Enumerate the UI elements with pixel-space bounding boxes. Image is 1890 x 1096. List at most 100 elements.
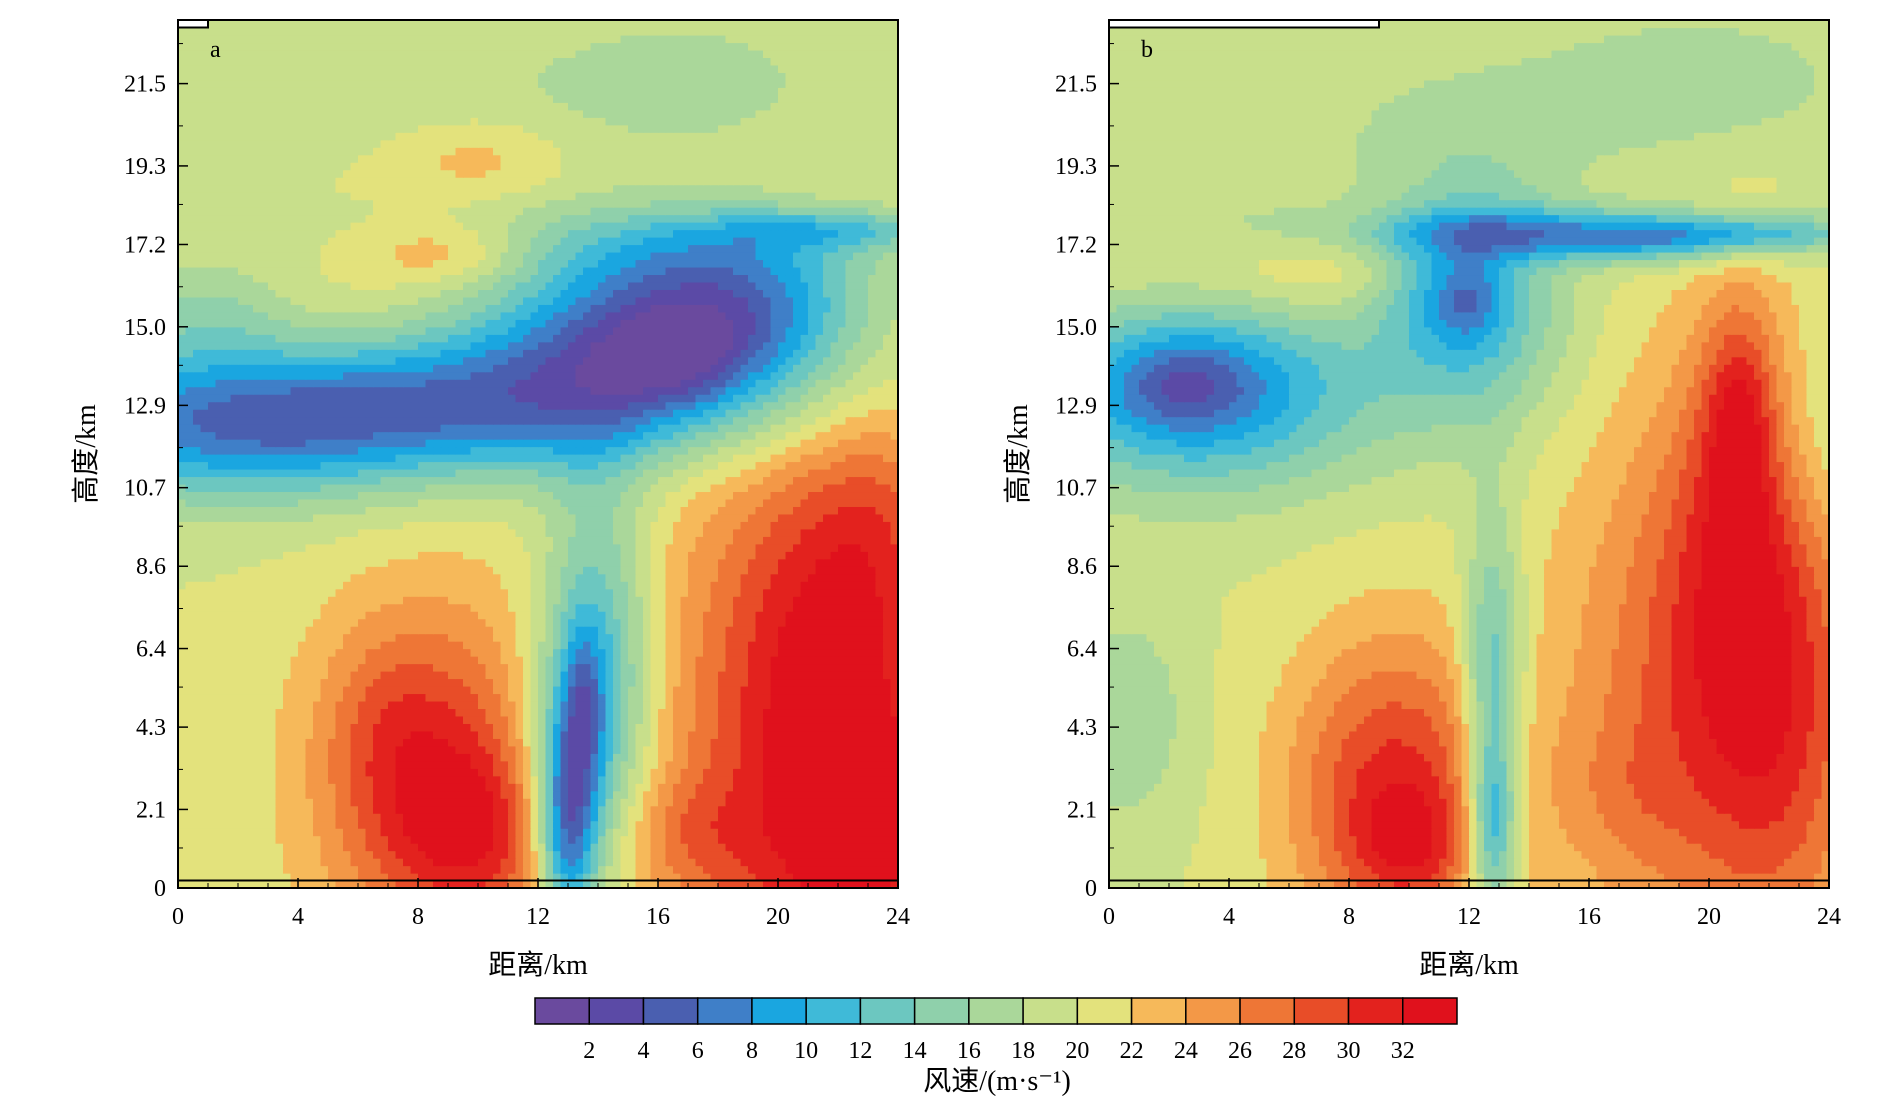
- heatmap-cell: [425, 753, 434, 762]
- heatmap-cell: [290, 581, 299, 590]
- heatmap-cell: [365, 865, 374, 874]
- heatmap-cell: [785, 573, 794, 582]
- heatmap-cell: [388, 678, 397, 687]
- heatmap-cell: [500, 753, 509, 762]
- heatmap-cell: [440, 648, 449, 657]
- heatmap-cell: [823, 611, 832, 620]
- heatmap-cell: [305, 835, 314, 844]
- heatmap-cell: [553, 551, 562, 560]
- heatmap-cell: [793, 700, 802, 710]
- heatmap-cell: [545, 513, 554, 522]
- heatmap-cell: [650, 536, 659, 545]
- heatmap-cell: [245, 543, 254, 552]
- heatmap-cell: [500, 641, 509, 650]
- heatmap-cell: [433, 641, 442, 650]
- heatmap-cell: [298, 715, 307, 724]
- heatmap-cell: [725, 738, 734, 747]
- heatmap-cell: [305, 618, 314, 627]
- heatmap-cell: [568, 498, 577, 507]
- heatmap-cell: [545, 715, 554, 724]
- heatmap-cell: [845, 730, 854, 739]
- heatmap-cell: [665, 805, 674, 814]
- heatmap-cell: [403, 588, 412, 597]
- heatmap-cell: [875, 641, 884, 650]
- heatmap-cell: [538, 663, 547, 672]
- heatmap-cell: [890, 678, 898, 687]
- heatmap-cell: [860, 723, 869, 732]
- heatmap-cell: [208, 745, 217, 754]
- heatmap-cell: [695, 745, 704, 754]
- heatmap-cell: [508, 663, 517, 672]
- heatmap-cell: [433, 790, 442, 799]
- heatmap-cell: [890, 708, 898, 717]
- heatmap-cell: [778, 648, 787, 657]
- heatmap-cell: [860, 626, 869, 635]
- heatmap-cell: [290, 543, 299, 552]
- heatmap-cell: [635, 498, 644, 507]
- heatmap-cell: [335, 775, 344, 784]
- heatmap-cell: [283, 581, 292, 590]
- heatmap-cell: [373, 678, 382, 687]
- heatmap-cell: [245, 850, 254, 859]
- heatmap-cell: [800, 858, 809, 867]
- heatmap-cell: [853, 536, 862, 545]
- heatmap-cell: [725, 528, 734, 537]
- heatmap-cell: [853, 708, 862, 717]
- heatmap-cell: [433, 843, 442, 852]
- heatmap-cell: [515, 730, 524, 739]
- heatmap-cell: [373, 626, 382, 635]
- heatmap-cell: [568, 618, 577, 627]
- heatmap-cell: [778, 715, 787, 724]
- heatmap-cell: [845, 873, 854, 882]
- heatmap-cell: [665, 760, 674, 769]
- heatmap-cell: [643, 566, 652, 575]
- heatmap-cell: [845, 768, 854, 777]
- heatmap-cell: [290, 663, 299, 672]
- heatmap-cell: [673, 723, 682, 732]
- heatmap-cell: [328, 745, 337, 754]
- heatmap-cell: [215, 618, 224, 627]
- heatmap-cell: [650, 685, 659, 695]
- heatmap-cell: [628, 873, 637, 882]
- heatmap-cell: [620, 528, 629, 537]
- heatmap-cell: [830, 603, 839, 612]
- heatmap-cell: [305, 581, 314, 590]
- heatmap-cell: [410, 633, 419, 642]
- heatmap-cell: [590, 671, 599, 680]
- heatmap-cell: [538, 611, 547, 620]
- heatmap-cell: [208, 536, 217, 545]
- heatmap-cell: [815, 521, 824, 530]
- heatmap-cell: [553, 850, 562, 859]
- heatmap-cell: [665, 730, 674, 739]
- heatmap-cell: [590, 641, 599, 650]
- heatmap-cell: [575, 626, 584, 635]
- heatmap-cell: [733, 551, 742, 560]
- heatmap-cell: [358, 768, 367, 777]
- heatmap-cell: [320, 708, 329, 717]
- heatmap-cell: [493, 693, 502, 702]
- heatmap-cell: [433, 730, 442, 739]
- heatmap-cell: [208, 588, 217, 597]
- heatmap-cell: [785, 558, 794, 567]
- heatmap-cell: [688, 790, 697, 799]
- heatmap-cell: [418, 880, 427, 888]
- heatmap-cell: [283, 513, 292, 522]
- heatmap-cell: [485, 626, 494, 635]
- heatmap-cell: [763, 618, 772, 627]
- heatmap-cell: [650, 506, 659, 515]
- heatmap-cell: [305, 790, 314, 799]
- heatmap-cell: [493, 843, 502, 852]
- heatmap-cell: [358, 745, 367, 754]
- heatmap-cell: [845, 828, 854, 837]
- heatmap-cell: [440, 723, 449, 732]
- heatmap-cell: [313, 551, 322, 560]
- heatmap-cell: [530, 873, 539, 882]
- heatmap-cell: [283, 798, 292, 807]
- heatmap-cell: [725, 700, 734, 710]
- heatmap-cell: [193, 671, 202, 680]
- heatmap-cell: [328, 828, 337, 837]
- heatmap-cell: [605, 671, 614, 680]
- heatmap-cell: [433, 543, 442, 552]
- heatmap-cell: [358, 723, 367, 732]
- heatmap-cell: [493, 588, 502, 597]
